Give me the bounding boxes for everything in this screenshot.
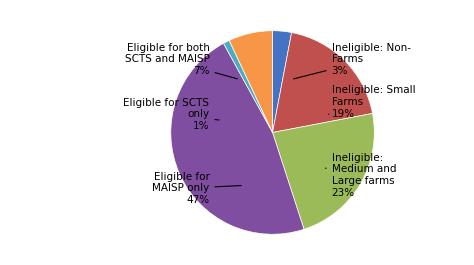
Wedge shape [171,43,304,234]
Text: Ineligible: Non-
Farms
3%: Ineligible: Non- Farms 3% [293,43,410,79]
Text: Eligible for SCTS
only
1%: Eligible for SCTS only 1% [123,98,219,131]
Wedge shape [229,31,273,132]
Text: Eligible for both
SCTS and MAISP
7%: Eligible for both SCTS and MAISP 7% [125,43,237,79]
Text: Ineligible: Small
Farms
19%: Ineligible: Small Farms 19% [328,85,415,118]
Wedge shape [273,31,292,132]
Wedge shape [273,113,374,229]
Wedge shape [273,33,373,132]
Text: Ineligible:
Medium and
Large farms
23%: Ineligible: Medium and Large farms 23% [326,153,396,198]
Wedge shape [224,41,273,132]
Text: Eligible for
MAISP only
47%: Eligible for MAISP only 47% [152,172,241,205]
